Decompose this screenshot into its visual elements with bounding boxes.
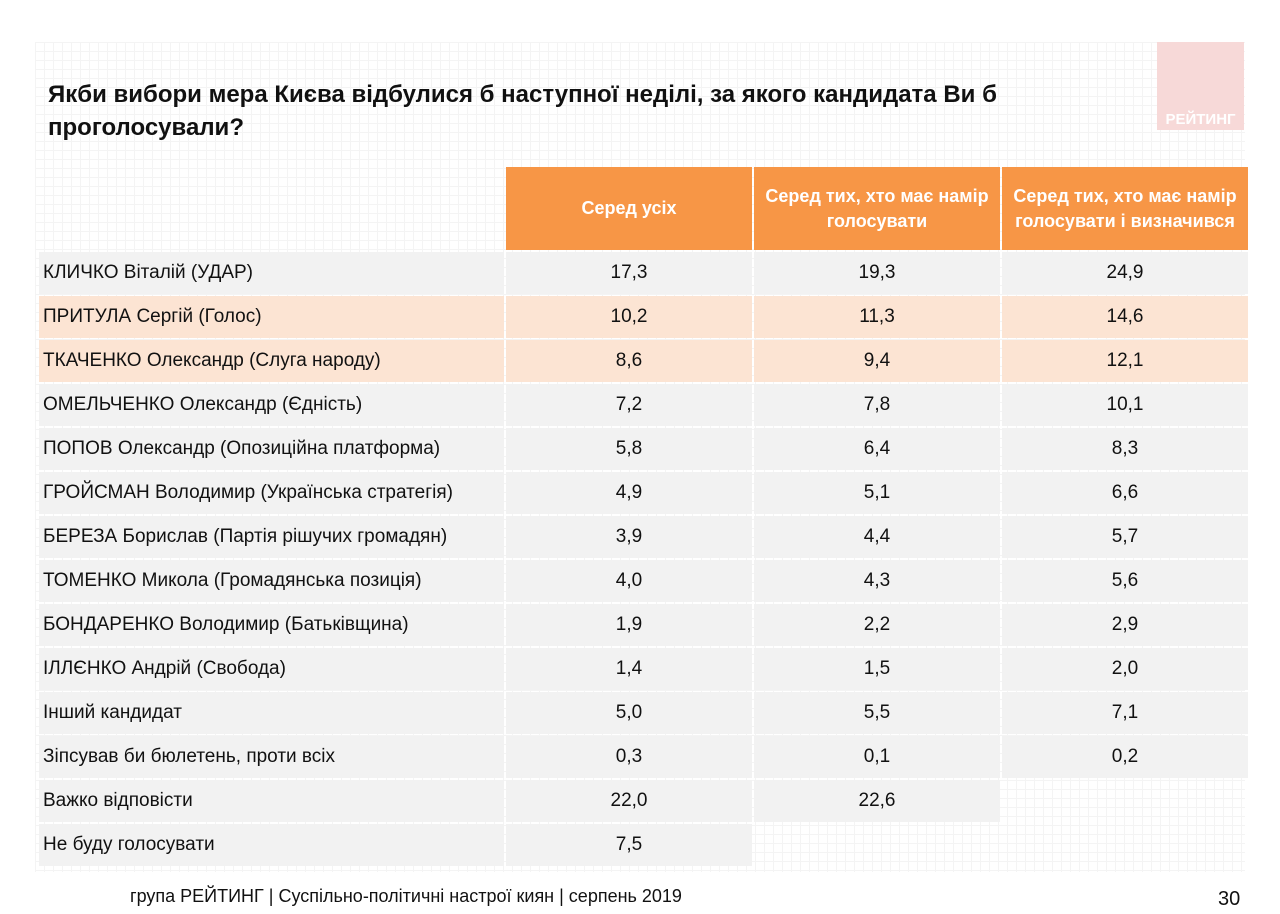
candidate-name: ОМЕЛЬЧЕНКО Олександр (Єдність) (39, 384, 504, 426)
candidate-name: БЕРЕЗА Борислав (Партія рішучих громадян… (39, 516, 504, 558)
candidate-name: ПРИТУЛА Сергій (Голос) (39, 296, 504, 338)
value-cell: 4,3 (754, 560, 1000, 602)
logo-text: РЕЙТИНГ (1165, 111, 1236, 128)
value-cell: 0,1 (754, 736, 1000, 778)
value-cell: 1,9 (506, 604, 752, 646)
empty-cell (1002, 824, 1248, 866)
table-row: Зіпсував би бюлетень, проти всіх 0,3 0,1 0,… (39, 736, 1248, 778)
value-cell: 4,9 (506, 472, 752, 514)
table-row: ОМЕЛЬЧЕНКО Олександр (Єдність) 7,2 7,8 10,1 (39, 384, 1248, 426)
value-cell: 7,1 (1002, 692, 1248, 734)
value-cell: 0,2 (1002, 736, 1248, 778)
rating-logo: РЕЙТИНГ (1157, 42, 1244, 130)
empty-cell (754, 824, 1000, 866)
value-cell: 5,6 (1002, 560, 1248, 602)
value-cell: 2,0 (1002, 648, 1248, 690)
value-cell: 6,4 (754, 428, 1000, 470)
page-title: Якби вибори мера Києва відбулися б насту… (48, 81, 997, 141)
candidate-name: ТКАЧЕНКО Олександр (Слуга народу) (39, 340, 504, 382)
value-cell: 5,1 (754, 472, 1000, 514)
value-cell: 3,9 (506, 516, 752, 558)
value-cell: 5,5 (754, 692, 1000, 734)
value-cell: 22,0 (506, 780, 752, 822)
value-cell: 0,3 (506, 736, 752, 778)
value-cell: 7,5 (506, 824, 752, 866)
column-header: Серед тих, хто має намір голосувати і ви… (1002, 167, 1248, 250)
value-cell: 4,4 (754, 516, 1000, 558)
value-cell: 6,6 (1002, 472, 1248, 514)
table-row: Не буду голосувати 7,5 (39, 824, 1248, 866)
value-cell: 5,8 (506, 428, 752, 470)
table-row: ГРОЙСМАН Володимир (Українська стратегія… (39, 472, 1248, 514)
table-row: ТКАЧЕНКО Олександр (Слуга народу) 8,6 9,4 1… (39, 340, 1248, 382)
value-cell: 7,2 (506, 384, 752, 426)
table-row: КЛИЧКО Віталій (УДАР) 17,3 19,3 24,9 (39, 252, 1248, 294)
candidate-name: ІЛЛЄНКО Андрій (Свобода) (39, 648, 504, 690)
value-cell: 5,7 (1002, 516, 1248, 558)
candidate-name: ГРОЙСМАН Володимир (Українська стратегія… (39, 472, 504, 514)
value-cell: 11,3 (754, 296, 1000, 338)
table-row: БЕРЕЗА Борислав (Партія рішучих громадян… (39, 516, 1248, 558)
value-cell: 2,9 (1002, 604, 1248, 646)
value-cell: 10,2 (506, 296, 752, 338)
footer-text: група РЕЙТИНГ | Суспільно-політичні наст… (130, 886, 682, 906)
empty-cell (1002, 780, 1248, 822)
candidate-name: Не буду голосувати (39, 824, 504, 866)
candidate-name: ПОПОВ Олександр (Опозиційна платформа) (39, 428, 504, 470)
header-row: Серед усіх Серед тих, хто має намір голо… (39, 167, 1248, 250)
value-cell: 14,6 (1002, 296, 1248, 338)
candidate-name: ТОМЕНКО Микола (Громадянська позиція) (39, 560, 504, 602)
table-row: БОНДАРЕНКО Володимир (Батьківщина) 1,9 2,2… (39, 604, 1248, 646)
value-cell: 4,0 (506, 560, 752, 602)
value-cell: 19,3 (754, 252, 1000, 294)
results-table: Серед усіх Серед тих, хто має намір голо… (37, 165, 1250, 868)
page-number: 30 (1218, 888, 1241, 910)
value-cell: 7,8 (754, 384, 1000, 426)
table-row: ІЛЛЄНКО Андрій (Свобода) 1,4 1,5 2,0 (39, 648, 1248, 690)
column-header: Серед тих, хто має намір голосувати (754, 167, 1000, 250)
value-cell: 8,3 (1002, 428, 1248, 470)
value-cell: 24,9 (1002, 252, 1248, 294)
value-cell: 22,6 (754, 780, 1000, 822)
value-cell: 1,4 (506, 648, 752, 690)
table-row: ПОПОВ Олександр (Опозиційна платформа) 5,… (39, 428, 1248, 470)
value-cell: 17,3 (506, 252, 752, 294)
value-cell: 12,1 (1002, 340, 1248, 382)
candidate-name: БОНДАРЕНКО Володимир (Батьківщина) (39, 604, 504, 646)
table-row: ТОМЕНКО Микола (Громадянська позиція) 4,0… (39, 560, 1248, 602)
candidate-name: Важко відповісти (39, 780, 504, 822)
candidate-name: Інший кандидат (39, 692, 504, 734)
candidate-name: КЛИЧКО Віталій (УДАР) (39, 252, 504, 294)
table-row: Інший кандидат 5,0 5,5 7,1 (39, 692, 1248, 734)
table-row: Важко відповісти 22,0 22,6 (39, 780, 1248, 822)
value-cell: 9,4 (754, 340, 1000, 382)
value-cell: 1,5 (754, 648, 1000, 690)
value-cell: 8,6 (506, 340, 752, 382)
table-row: ПРИТУЛА Сергій (Голос) 10,2 11,3 14,6 (39, 296, 1248, 338)
candidate-name: Зіпсував би бюлетень, проти всіх (39, 736, 504, 778)
header-blank (39, 167, 504, 250)
value-cell: 2,2 (754, 604, 1000, 646)
value-cell: 5,0 (506, 692, 752, 734)
column-header: Серед усіх (506, 167, 752, 250)
value-cell: 10,1 (1002, 384, 1248, 426)
